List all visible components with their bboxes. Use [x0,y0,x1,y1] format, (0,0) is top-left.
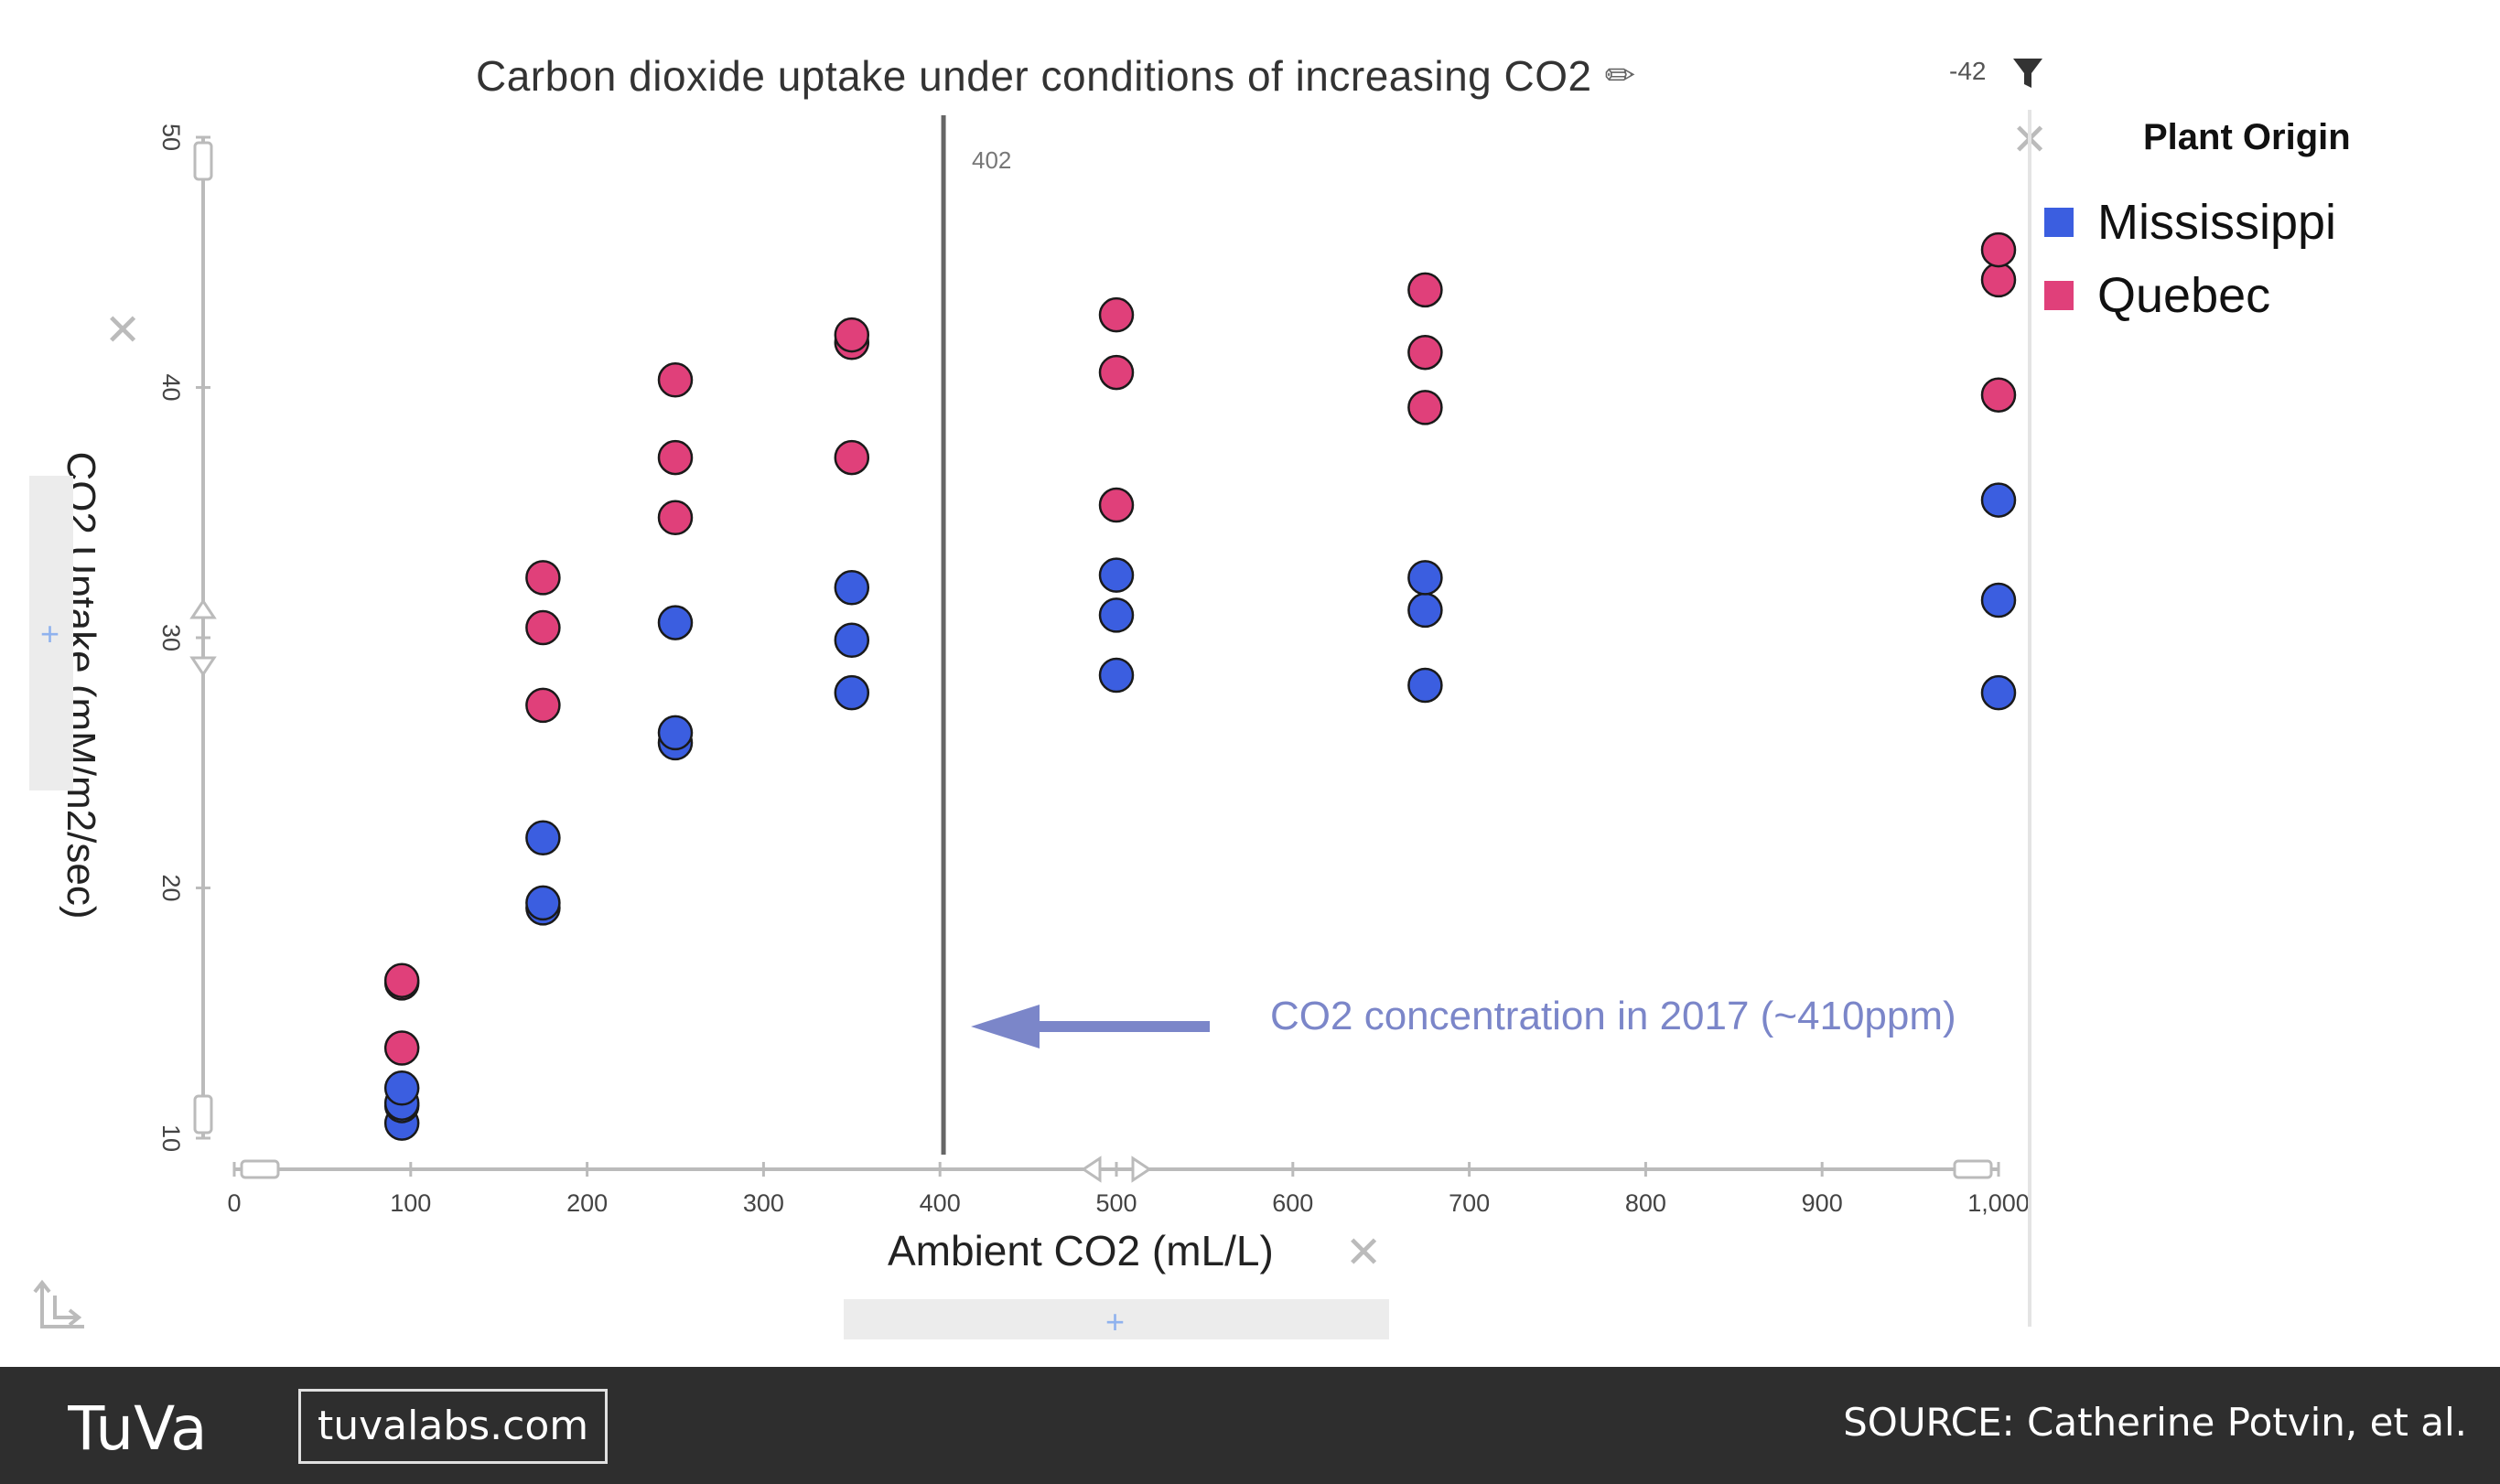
funnel-icon[interactable] [2010,53,2046,93]
data-point-mississippi [657,715,694,751]
data-point-mississippi [525,820,561,856]
data-point-mississippi [834,570,870,606]
data-point-quebec [1980,262,2017,298]
tuva-logo-text: TuVa [68,1393,208,1464]
x-tick-label: 900 [1802,1189,1843,1217]
y-tick-label: 30 [157,624,185,651]
legend-item-quebec[interactable]: Quebec [2044,267,2270,324]
legend-title: Plant Origin [2143,117,2351,157]
legend-divider [2028,110,2031,1327]
x-axis-label[interactable]: Ambient CO2 (mL/L) [888,1227,1274,1274]
data-point-mississippi [1098,597,1135,633]
x-tick-label: 600 [1272,1189,1313,1217]
data-point-quebec [834,317,870,353]
y-pan-handle [189,598,217,677]
x-tick-label: 100 [390,1189,431,1217]
pencil-edit-icon[interactable]: ✏ [1604,56,1636,96]
add-x-variable-plus-icon[interactable]: + [1105,1303,1126,1340]
annotation-arrow-head [971,1005,1040,1048]
data-point-mississippi [1098,557,1135,593]
data-point-mississippi [834,622,870,658]
legend-label-quebec: Quebec [2097,268,2271,323]
x-tick-label: 700 [1449,1189,1490,1217]
data-point-quebec [1407,272,1443,308]
y-tick-label: 10 [157,1124,185,1152]
data-point-quebec [1980,231,2017,268]
chart-title-row: Carbon dioxide uptake under conditions o… [476,44,1635,108]
legend-label-mississippi: Mississippi [2097,195,2337,250]
x-min-handle [240,1159,280,1179]
add-y-variable-plus-icon[interactable]: + [40,615,60,652]
data-point-mississippi [834,674,870,711]
y-max-handle [193,141,213,181]
scatter-plot: 0 100 200 300 400 500 600 700 800 900 1,000 10 20 30 4… [157,115,2030,1217]
add-x-variable-drop-zone[interactable] [844,1299,1389,1339]
annotation-text[interactable]: CO2 concentration in 2017 (~410ppm) [1270,994,1956,1038]
tick-labels: 0 100 200 300 400 500 600 700 800 900 1,000 10 20 30 4… [157,124,2030,1217]
remove-y-axis-close-icon[interactable]: ✕ [104,306,142,355]
x-tick-label: 200 [566,1189,608,1217]
y-tick-label: 40 [157,373,185,401]
filter-count: -42 [1949,57,1987,85]
reference-line-label: 402 [972,146,1012,174]
data-point-quebec [1098,487,1135,523]
x-tick-label: 1,000 [1967,1189,2030,1217]
x-tick-label: 300 [743,1189,784,1217]
legend-swatch-quebec [2044,281,2074,310]
data-point-quebec [1407,390,1443,425]
x-max-handle [1953,1159,1993,1179]
tuvalabs-link[interactable]: tuvalabs.com [298,1389,609,1464]
data-point-mississippi [1407,592,1443,629]
data-point-mississippi [1980,482,2017,518]
data-point-mississippi [525,885,561,921]
add-y-variable-drop-zone[interactable] [29,476,73,790]
y-tick-label: 20 [157,874,185,901]
x-tick-label: 800 [1625,1189,1666,1217]
data-point-quebec [1407,334,1443,371]
tuva-logo: TuVa [68,1393,208,1464]
data-point-quebec [657,500,694,535]
data-point-quebec [1098,354,1135,391]
data-point-mississippi [383,1070,420,1106]
data-point-mississippi [657,605,694,640]
data-point-mississippi [1407,667,1443,704]
legend-swatch-mississippi [2044,208,2074,237]
footer-bar: TuVa tuvalabs.com SOURCE: Catherine Potv… [0,1367,2500,1484]
swap-axes-icon[interactable] [29,1275,93,1339]
data-point-quebec [525,560,561,596]
data-points [383,231,2017,1141]
data-point-quebec [1098,296,1135,333]
data-source-credit: SOURCE: Catherine Potvin, et al. [1843,1400,2467,1445]
data-point-quebec [834,439,870,476]
data-point-mississippi [1407,560,1443,596]
y-min-handle [193,1094,213,1135]
x-tick-label: 0 [227,1189,241,1217]
chart-title[interactable]: Carbon dioxide uptake under conditions o… [476,52,1592,100]
data-point-mississippi [1098,657,1135,694]
axes [189,135,2000,1183]
remove-x-axis-close-icon[interactable]: ✕ [1345,1229,1383,1277]
y-tick-label: 50 [157,124,185,151]
annotation-arrow-group [971,1005,1210,1048]
data-point-quebec [383,1030,420,1066]
data-point-quebec [525,609,561,646]
data-point-quebec [657,362,694,398]
data-point-mississippi [1980,582,2017,618]
data-point-quebec [383,962,420,998]
data-point-quebec [657,439,694,476]
data-point-quebec [525,687,561,724]
legend-item-mississippi[interactable]: Mississippi [2044,194,2336,251]
x-tick-label: 500 [1095,1189,1137,1217]
data-point-quebec [1980,377,2017,413]
x-pan-handle [1081,1156,1152,1183]
data-point-mississippi [1980,674,2017,711]
x-tick-label: 400 [920,1189,961,1217]
